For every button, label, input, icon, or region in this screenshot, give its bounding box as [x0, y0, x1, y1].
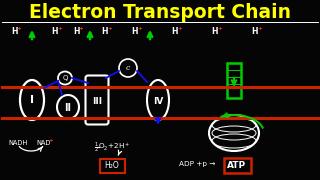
- Text: +: +: [57, 26, 62, 31]
- Text: +: +: [257, 26, 262, 31]
- Text: +: +: [78, 26, 83, 31]
- Text: I: I: [30, 95, 34, 105]
- Text: +: +: [49, 138, 53, 143]
- Text: ATP: ATP: [228, 161, 247, 170]
- Text: ADP +p →: ADP +p →: [179, 161, 215, 167]
- Text: H: H: [252, 28, 258, 37]
- Text: H: H: [52, 28, 58, 37]
- Text: H: H: [172, 28, 178, 37]
- Text: H: H: [102, 28, 108, 37]
- Text: Q: Q: [62, 75, 68, 81]
- Text: NAD: NAD: [37, 140, 51, 146]
- Text: H: H: [73, 28, 79, 37]
- Text: III: III: [92, 98, 102, 107]
- Text: c: c: [126, 64, 130, 72]
- Text: II: II: [65, 103, 71, 113]
- Text: Electron Transport Chain: Electron Transport Chain: [29, 3, 291, 21]
- Text: H: H: [132, 28, 138, 37]
- Text: H: H: [212, 28, 218, 37]
- Text: H₂O: H₂O: [105, 161, 119, 170]
- Text: H: H: [11, 28, 17, 37]
- Text: $\frac{1}{2}$O$_2$+2H$^+$: $\frac{1}{2}$O$_2$+2H$^+$: [94, 141, 130, 155]
- Text: +: +: [107, 26, 112, 31]
- Text: +: +: [217, 26, 222, 31]
- Text: IV: IV: [153, 96, 163, 105]
- Text: +: +: [16, 26, 21, 31]
- Bar: [227, 63, 241, 98]
- Text: +: +: [177, 26, 182, 31]
- Text: NADH: NADH: [8, 140, 28, 146]
- Text: +: +: [137, 26, 142, 31]
